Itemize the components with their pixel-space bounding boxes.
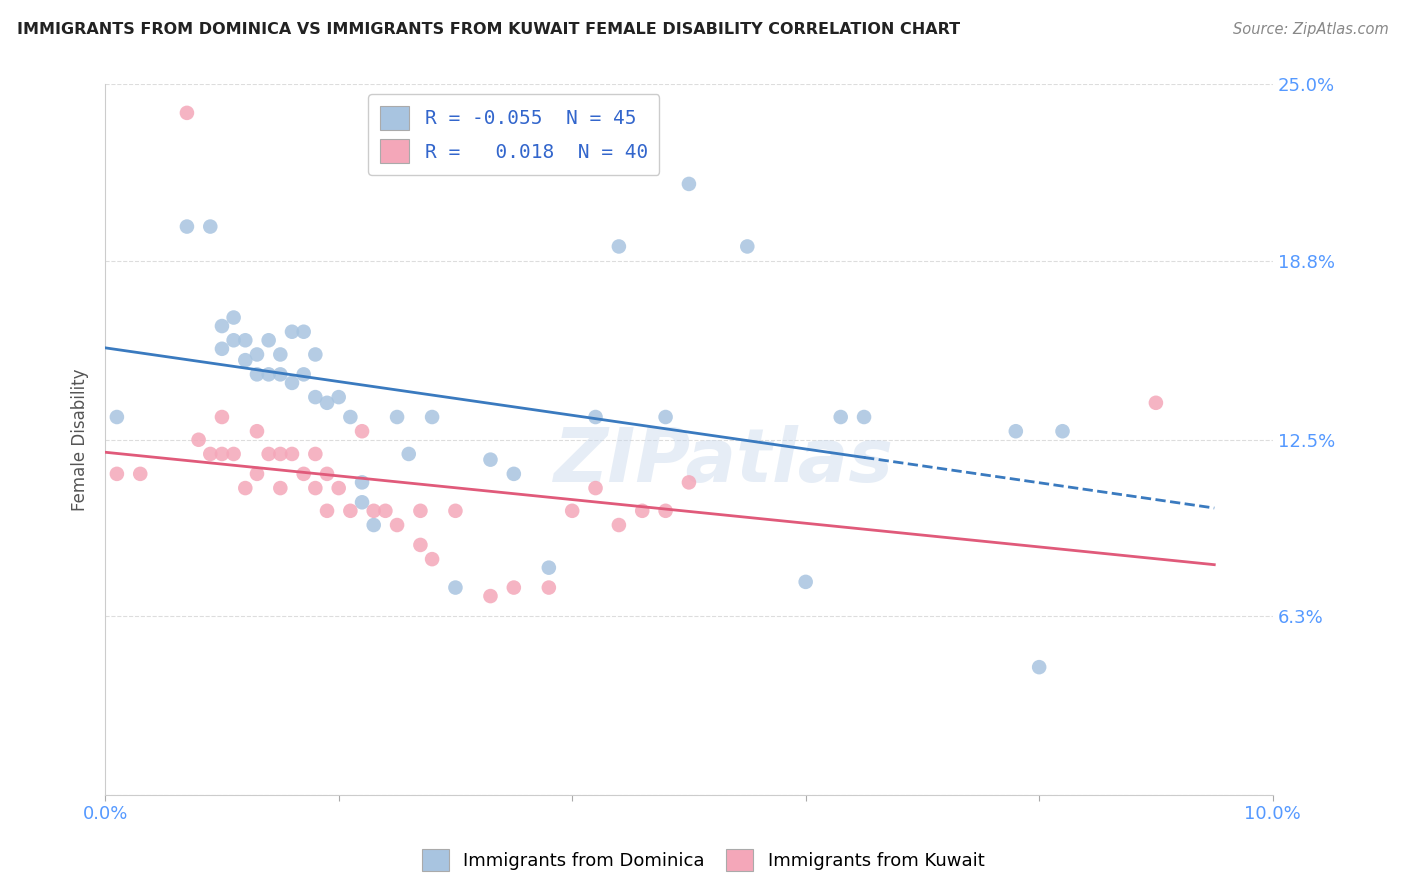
Point xyxy=(537,560,560,574)
Point xyxy=(257,368,280,382)
Point xyxy=(363,504,385,518)
Point xyxy=(385,410,408,425)
Point xyxy=(281,376,304,390)
Point xyxy=(409,538,432,552)
Y-axis label: Female Disability: Female Disability xyxy=(72,368,89,511)
Point xyxy=(339,410,361,425)
Point xyxy=(211,447,233,461)
Point xyxy=(304,347,326,361)
Legend: Immigrants from Dominica, Immigrants from Kuwait: Immigrants from Dominica, Immigrants fro… xyxy=(415,842,991,879)
Point xyxy=(269,347,291,361)
Point xyxy=(502,581,524,595)
Point xyxy=(257,447,280,461)
Point xyxy=(211,342,233,356)
Point xyxy=(316,467,339,481)
Point xyxy=(678,177,700,191)
Point xyxy=(105,410,128,425)
Point xyxy=(328,481,350,495)
Point xyxy=(444,581,467,595)
Point xyxy=(292,368,315,382)
Point xyxy=(585,410,607,425)
Text: ZIPatlas: ZIPatlas xyxy=(554,425,894,498)
Point xyxy=(737,239,759,253)
Point xyxy=(211,410,233,425)
Point xyxy=(585,481,607,495)
Point xyxy=(479,452,502,467)
Point xyxy=(352,424,374,438)
Point xyxy=(233,481,256,495)
Point xyxy=(105,467,128,481)
Point xyxy=(211,319,233,334)
Point xyxy=(233,353,256,368)
Point xyxy=(246,368,269,382)
Point xyxy=(1004,424,1026,438)
Point xyxy=(233,333,256,347)
Point xyxy=(830,410,852,425)
Point xyxy=(281,447,304,461)
Point xyxy=(316,504,339,518)
Point xyxy=(678,475,700,490)
Point xyxy=(607,518,630,533)
Point xyxy=(281,325,304,339)
Point xyxy=(176,106,198,120)
Text: IMMIGRANTS FROM DOMINICA VS IMMIGRANTS FROM KUWAIT FEMALE DISABILITY CORRELATION: IMMIGRANTS FROM DOMINICA VS IMMIGRANTS F… xyxy=(17,22,960,37)
Point xyxy=(304,481,326,495)
Point xyxy=(1028,660,1050,674)
Point xyxy=(200,447,222,461)
Point xyxy=(607,239,630,253)
Legend: R = -0.055  N = 45, R =   0.018  N = 40: R = -0.055 N = 45, R = 0.018 N = 40 xyxy=(368,95,659,175)
Point xyxy=(537,581,560,595)
Point xyxy=(292,467,315,481)
Point xyxy=(420,410,443,425)
Point xyxy=(328,390,350,404)
Point xyxy=(316,396,339,410)
Point xyxy=(853,410,876,425)
Point xyxy=(304,447,326,461)
Point xyxy=(339,504,361,518)
Point xyxy=(292,325,315,339)
Point xyxy=(352,475,374,490)
Point xyxy=(269,481,291,495)
Point xyxy=(363,518,385,533)
Point xyxy=(352,495,374,509)
Point xyxy=(257,333,280,347)
Point xyxy=(654,504,676,518)
Point xyxy=(502,467,524,481)
Point xyxy=(246,347,269,361)
Point xyxy=(444,504,467,518)
Point xyxy=(269,368,291,382)
Point xyxy=(794,574,817,589)
Point xyxy=(222,310,245,325)
Point xyxy=(1052,424,1074,438)
Point xyxy=(200,219,222,234)
Point xyxy=(222,447,245,461)
Point xyxy=(129,467,152,481)
Point xyxy=(409,504,432,518)
Point xyxy=(269,447,291,461)
Point xyxy=(246,467,269,481)
Point xyxy=(420,552,443,566)
Point xyxy=(246,424,269,438)
Point xyxy=(187,433,209,447)
Point xyxy=(374,504,396,518)
Point xyxy=(631,504,654,518)
Text: Source: ZipAtlas.com: Source: ZipAtlas.com xyxy=(1233,22,1389,37)
Point xyxy=(654,410,676,425)
Point xyxy=(398,447,420,461)
Point xyxy=(479,589,502,603)
Point xyxy=(561,504,583,518)
Point xyxy=(176,219,198,234)
Point xyxy=(304,390,326,404)
Point xyxy=(1144,396,1167,410)
Point xyxy=(385,518,408,533)
Point xyxy=(222,333,245,347)
